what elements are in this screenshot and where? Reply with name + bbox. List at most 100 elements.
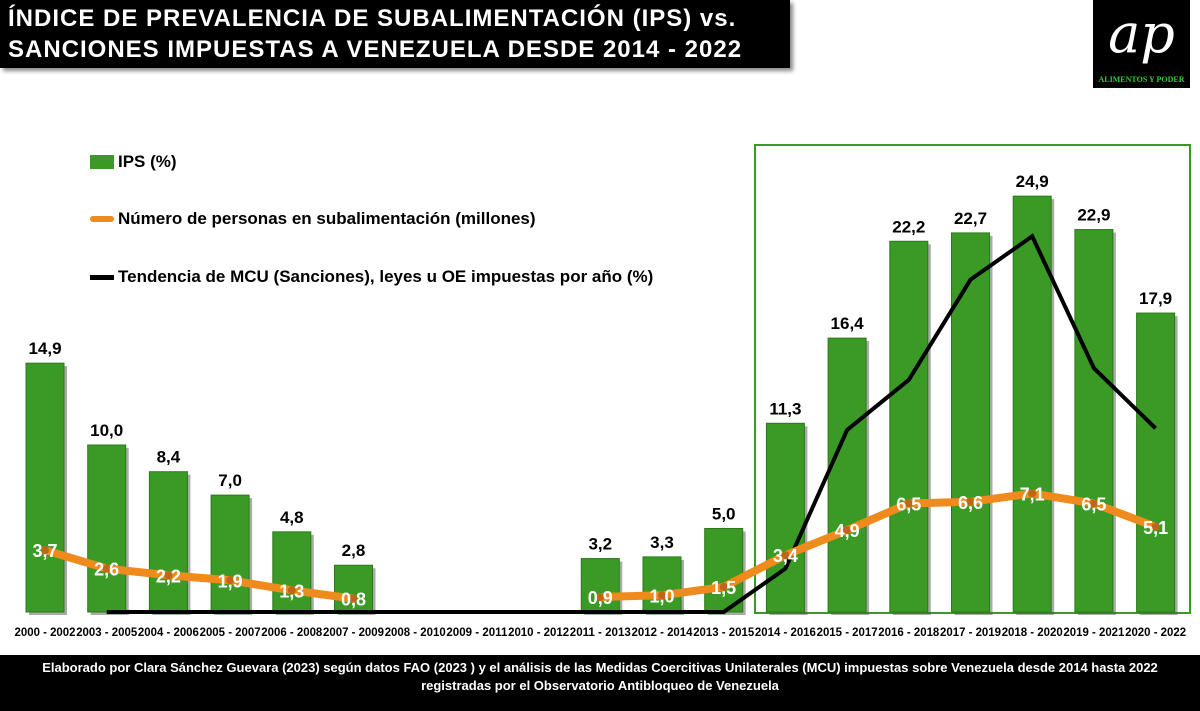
x-tick-label: 2007 - 2009 <box>323 627 384 639</box>
ips-bar <box>765 422 805 613</box>
x-tick-label: 2015 - 2017 <box>817 627 878 639</box>
footer-source: Elaborado por Clara Sánchez Guevara (202… <box>0 655 1200 711</box>
persons-marker <box>781 551 790 560</box>
ips-data-label: 24,9 <box>1016 172 1049 191</box>
ips-data-label: 14,9 <box>28 339 61 358</box>
ips-bar <box>1136 312 1176 613</box>
persons-marker <box>287 586 296 595</box>
ips-bar <box>210 494 250 613</box>
legend-label: Tendencia de MCU (Sanciones), leyes u OE… <box>118 267 654 286</box>
persons-marker <box>719 582 728 591</box>
x-tick-label: 2006 - 2008 <box>261 627 323 639</box>
ips-data-label: 7,0 <box>218 471 242 490</box>
ips-data-label: 4,8 <box>280 508 304 527</box>
sanctions-trend-line <box>106 233 1157 614</box>
persons-data-label: 1,5 <box>711 578 736 598</box>
legend-label: Número de personas en subalimentación (m… <box>118 209 536 228</box>
ips-data-label: 16,4 <box>831 314 865 333</box>
logo-tagline: ALIMENTOS Y PODER <box>1098 75 1185 84</box>
x-tick-label: 2011 - 2013 <box>570 627 631 639</box>
logo-mark: ap <box>1108 2 1175 65</box>
ips-bar <box>642 556 682 613</box>
persons-data-label: 1,3 <box>279 581 304 601</box>
persons-marker <box>904 499 913 508</box>
persons-data-label: 1,0 <box>649 586 674 606</box>
ips-bar <box>889 240 929 613</box>
ips-data-label: 22,2 <box>892 217 925 236</box>
x-tick-label: 2004 - 2006 <box>138 627 199 639</box>
ips-data-label: 8,4 <box>157 448 181 467</box>
ips-bar <box>87 444 127 613</box>
ips-bar <box>148 471 188 613</box>
persons-data-label: 6,5 <box>1081 494 1106 514</box>
legend-sanctions: Tendencia de MCU (Sanciones), leyes u OE… <box>90 267 653 287</box>
persons-data-label: 6,5 <box>896 494 921 514</box>
legend-line-swatch <box>90 274 114 280</box>
ips-data-label: 3,2 <box>588 535 612 554</box>
ips-data-label: 3,3 <box>650 533 674 552</box>
ips-data-label: 22,7 <box>954 209 987 228</box>
persons-data-label: 5,1 <box>1143 518 1168 538</box>
ips-data-label: 2,8 <box>342 541 366 560</box>
persons-marker <box>226 576 235 585</box>
footer-line-2: registradas por el Observatorio Antibloq… <box>421 678 779 693</box>
persons-marker <box>1028 489 1037 498</box>
ips-bar <box>951 232 990 613</box>
persons-marker <box>843 526 852 535</box>
persons-marker <box>102 564 111 573</box>
persons-data-label: 3,7 <box>32 541 57 561</box>
ips-bar <box>272 531 312 613</box>
persons-line <box>596 489 1160 601</box>
x-tick-label: 2008 - 2010 <box>385 627 446 639</box>
x-tick-label: 2014 - 2016 <box>755 627 816 639</box>
persons-data-label: 0,9 <box>588 588 613 608</box>
ips-bar <box>704 528 744 613</box>
x-tick-label: 2019 - 2021 <box>1063 627 1125 639</box>
legend-line-swatch <box>90 216 114 222</box>
persons-data-label: 1,9 <box>218 571 243 591</box>
legend-bar-swatch <box>90 155 114 169</box>
ips-bar <box>25 362 65 613</box>
logo: ap ALIMENTOS Y PODER <box>1093 0 1190 88</box>
x-tick-label: 2017 - 2019 <box>940 627 1001 639</box>
ips-data-label: 5,0 <box>712 505 736 524</box>
ips-bar <box>1074 229 1114 613</box>
persons-data-label: 2,6 <box>94 560 119 580</box>
x-tick-label: 2012 - 2014 <box>632 627 694 639</box>
persons-marker <box>41 546 49 555</box>
persons-line <box>41 546 358 603</box>
persons-marker <box>658 591 666 600</box>
persons-data-label: 6,6 <box>958 493 983 513</box>
persons-data-label: 0,8 <box>341 590 366 610</box>
title-line-1: ÍNDICE DE PREVALENCIA DE SUBALIMENTACIÓN… <box>8 5 737 32</box>
title-line-2: SANCIONES IMPUESTAS A VENEZUELA DESDE 20… <box>8 36 743 63</box>
legend-persons: Número de personas en subalimentación (m… <box>90 209 536 229</box>
ips-bar <box>827 337 867 613</box>
footer-line-1: Elaborado por Clara Sánchez Guevara (202… <box>42 660 1158 675</box>
chart-title: ÍNDICE DE PREVALENCIA DE SUBALIMENTACIÓN… <box>0 0 790 68</box>
ips-bar <box>334 564 373 613</box>
x-tick-label: 2000 - 2002 <box>15 627 76 639</box>
ips-data-label: 17,9 <box>1139 289 1172 308</box>
x-tick-label: 2020 - 2022 <box>1125 627 1186 639</box>
x-tick-label: 2018 - 2020 <box>1002 627 1063 639</box>
x-tick-label: 2009 - 2011 <box>446 627 508 639</box>
x-tick-label: 2005 - 2007 <box>200 627 261 639</box>
chart: 14,9 10,0 8,4 7,0 4,8 2,8 3,2 3,3 5,0 11,3 16,4 22,… <box>15 144 1191 639</box>
persons-data-label: 4,9 <box>835 521 860 541</box>
persons-data-label: 7,1 <box>1020 484 1045 504</box>
persons-marker <box>966 497 975 506</box>
persons-marker <box>596 592 605 601</box>
persons-marker <box>1151 522 1160 531</box>
legend-ips: IPS (%) <box>90 152 177 172</box>
persons-data-label: 2,2 <box>156 566 181 586</box>
x-tick-label: 2003 - 2005 <box>76 627 138 639</box>
x-tick-label: 2013 - 2015 <box>693 627 755 639</box>
persons-marker <box>1089 499 1098 508</box>
legend-label: IPS (%) <box>118 152 177 171</box>
x-tick-label: 2010 - 2012 <box>508 627 569 639</box>
ips-data-label: 11,3 <box>769 399 801 418</box>
persons-data-label: 3,4 <box>773 546 798 566</box>
x-tick-label: 2016 - 2018 <box>878 627 940 639</box>
ips-data-label: 22,9 <box>1077 206 1110 225</box>
